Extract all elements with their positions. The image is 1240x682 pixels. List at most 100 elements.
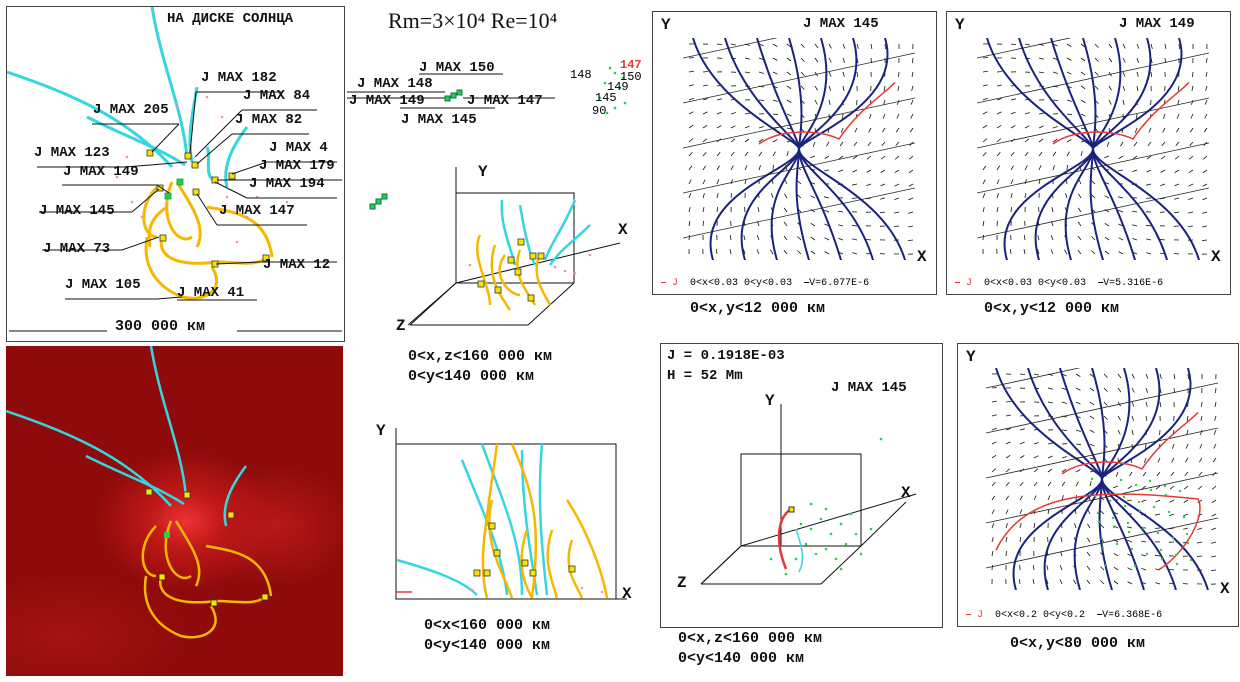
field-arrow [1038, 151, 1043, 157]
field-line [1003, 38, 1183, 260]
field-arrow [1212, 457, 1217, 463]
panel-title: J MAX 145 [831, 380, 907, 396]
field-arrow [1108, 85, 1112, 91]
field-arrow [1115, 471, 1119, 477]
field-arrow [772, 57, 778, 61]
axis-y: Y [966, 348, 976, 366]
green-point [1130, 547, 1134, 551]
field-arrow [688, 221, 691, 227]
field-arrow [879, 253, 886, 255]
field-arrow [730, 138, 736, 143]
axis-z: Z [677, 574, 687, 592]
field-arrow [702, 138, 708, 143]
label-jmax-205: J MAX 205 [93, 102, 169, 118]
field-arrow [1174, 169, 1180, 173]
field-arrow [1142, 471, 1147, 477]
field-arrow [852, 252, 858, 255]
field-arrow [1192, 71, 1194, 78]
field-arrow [756, 249, 760, 255]
field-arrow [1005, 428, 1011, 431]
field-arrow [1163, 113, 1166, 119]
field-arrow [1005, 454, 1011, 459]
field-arrow [758, 126, 764, 129]
field-arrow [1075, 429, 1081, 432]
field-arrow [1148, 127, 1152, 133]
field-arrow [1080, 43, 1086, 48]
field-arrow [1155, 582, 1161, 585]
field-arrow [1100, 566, 1105, 571]
field-arrow [1052, 151, 1057, 157]
field-arrow [1086, 537, 1091, 543]
field-arrow [1170, 471, 1175, 477]
field-arrow [1075, 443, 1081, 446]
field-arrow [1198, 457, 1203, 463]
side-view-plot [395, 428, 627, 600]
field-arrow [996, 179, 1000, 185]
green-point [1138, 509, 1142, 513]
field-arrow [982, 179, 986, 185]
field-arrow [1066, 71, 1072, 75]
field-arrow [1052, 165, 1055, 171]
field-arrow [1202, 183, 1208, 187]
field-arrow [786, 113, 792, 117]
field-arrow [1211, 527, 1217, 531]
field-arrow [870, 43, 873, 49]
field-arrow [1061, 495, 1064, 501]
label-jmax-82: J MAX 82 [235, 112, 303, 128]
green-point [1097, 520, 1101, 524]
field-arrow [1162, 127, 1166, 133]
field-arrow [1010, 98, 1016, 101]
green-point [1159, 548, 1163, 552]
side-view-panel: Y X [372, 420, 644, 610]
field-arrow [744, 57, 750, 60]
panel-title: НА ДИСКЕ СОЛНЦА [167, 11, 294, 27]
field-arrow [1010, 248, 1012, 255]
field-arrow [772, 151, 776, 157]
field-arrow [982, 97, 988, 101]
green-point [1134, 483, 1138, 487]
field-arrow [991, 537, 994, 543]
field-arrow [814, 85, 818, 91]
label-jmax-145: J MAX 145 [39, 203, 115, 219]
axis-x: X [618, 221, 628, 239]
vector-field-panel-large: Y X ⎯ J 0<x<0.2 0<y<0.2 ⎯V=6.368E-6 [957, 343, 1239, 627]
field-arrow [991, 387, 998, 389]
label-jmax-41: J MAX 41 [177, 285, 245, 301]
field-arrow [991, 509, 995, 515]
field-arrow [856, 71, 859, 78]
field-arrow [1145, 387, 1148, 393]
field-arrow [868, 127, 872, 133]
field-arrow [1024, 125, 1030, 129]
field-arrow [1073, 579, 1077, 585]
field-arrow [1196, 555, 1203, 557]
field-arrow [908, 211, 914, 214]
field-arrow [897, 85, 900, 91]
field-arrow [1023, 235, 1026, 241]
field-arrow [1066, 139, 1072, 143]
green-point [1137, 500, 1141, 504]
field-arrow [1202, 197, 1208, 201]
field-arrow [1108, 43, 1113, 49]
field-arrow [1118, 155, 1124, 159]
field-arrow [1019, 495, 1023, 501]
field-arrow [772, 99, 778, 102]
field-arrow [1136, 85, 1139, 91]
field-arrow [1074, 523, 1077, 529]
field-arrow [800, 71, 805, 76]
field-arrow [1024, 151, 1029, 157]
field-arrow [1106, 141, 1110, 147]
caption-y-range: 0<y<140 000 км [678, 650, 805, 667]
field-arrow [1033, 373, 1039, 376]
field-arrow [800, 43, 805, 48]
field-arrow [982, 124, 988, 129]
field-arrow [1047, 481, 1052, 487]
field-arrow [991, 481, 996, 487]
field-arrow [897, 99, 900, 105]
field-arrow [1174, 155, 1180, 160]
field-arrow [1183, 513, 1189, 517]
field-arrow [1183, 485, 1189, 490]
green-point [1101, 546, 1105, 550]
field-arrow [1024, 165, 1028, 171]
field-arrow [908, 197, 914, 201]
field-arrow [1010, 206, 1012, 213]
